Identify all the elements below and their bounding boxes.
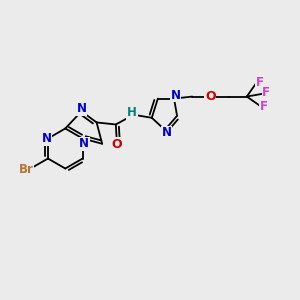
Text: Br: Br xyxy=(19,163,34,176)
Text: F: F xyxy=(262,86,270,99)
Text: F: F xyxy=(260,100,268,113)
Text: O: O xyxy=(205,90,216,103)
Text: N: N xyxy=(79,137,89,150)
Text: O: O xyxy=(112,138,122,151)
Text: F: F xyxy=(256,76,264,89)
Text: N: N xyxy=(76,102,86,116)
Text: H: H xyxy=(127,106,137,119)
Text: N: N xyxy=(161,126,171,140)
Text: N: N xyxy=(170,88,181,101)
Text: N: N xyxy=(41,132,52,145)
